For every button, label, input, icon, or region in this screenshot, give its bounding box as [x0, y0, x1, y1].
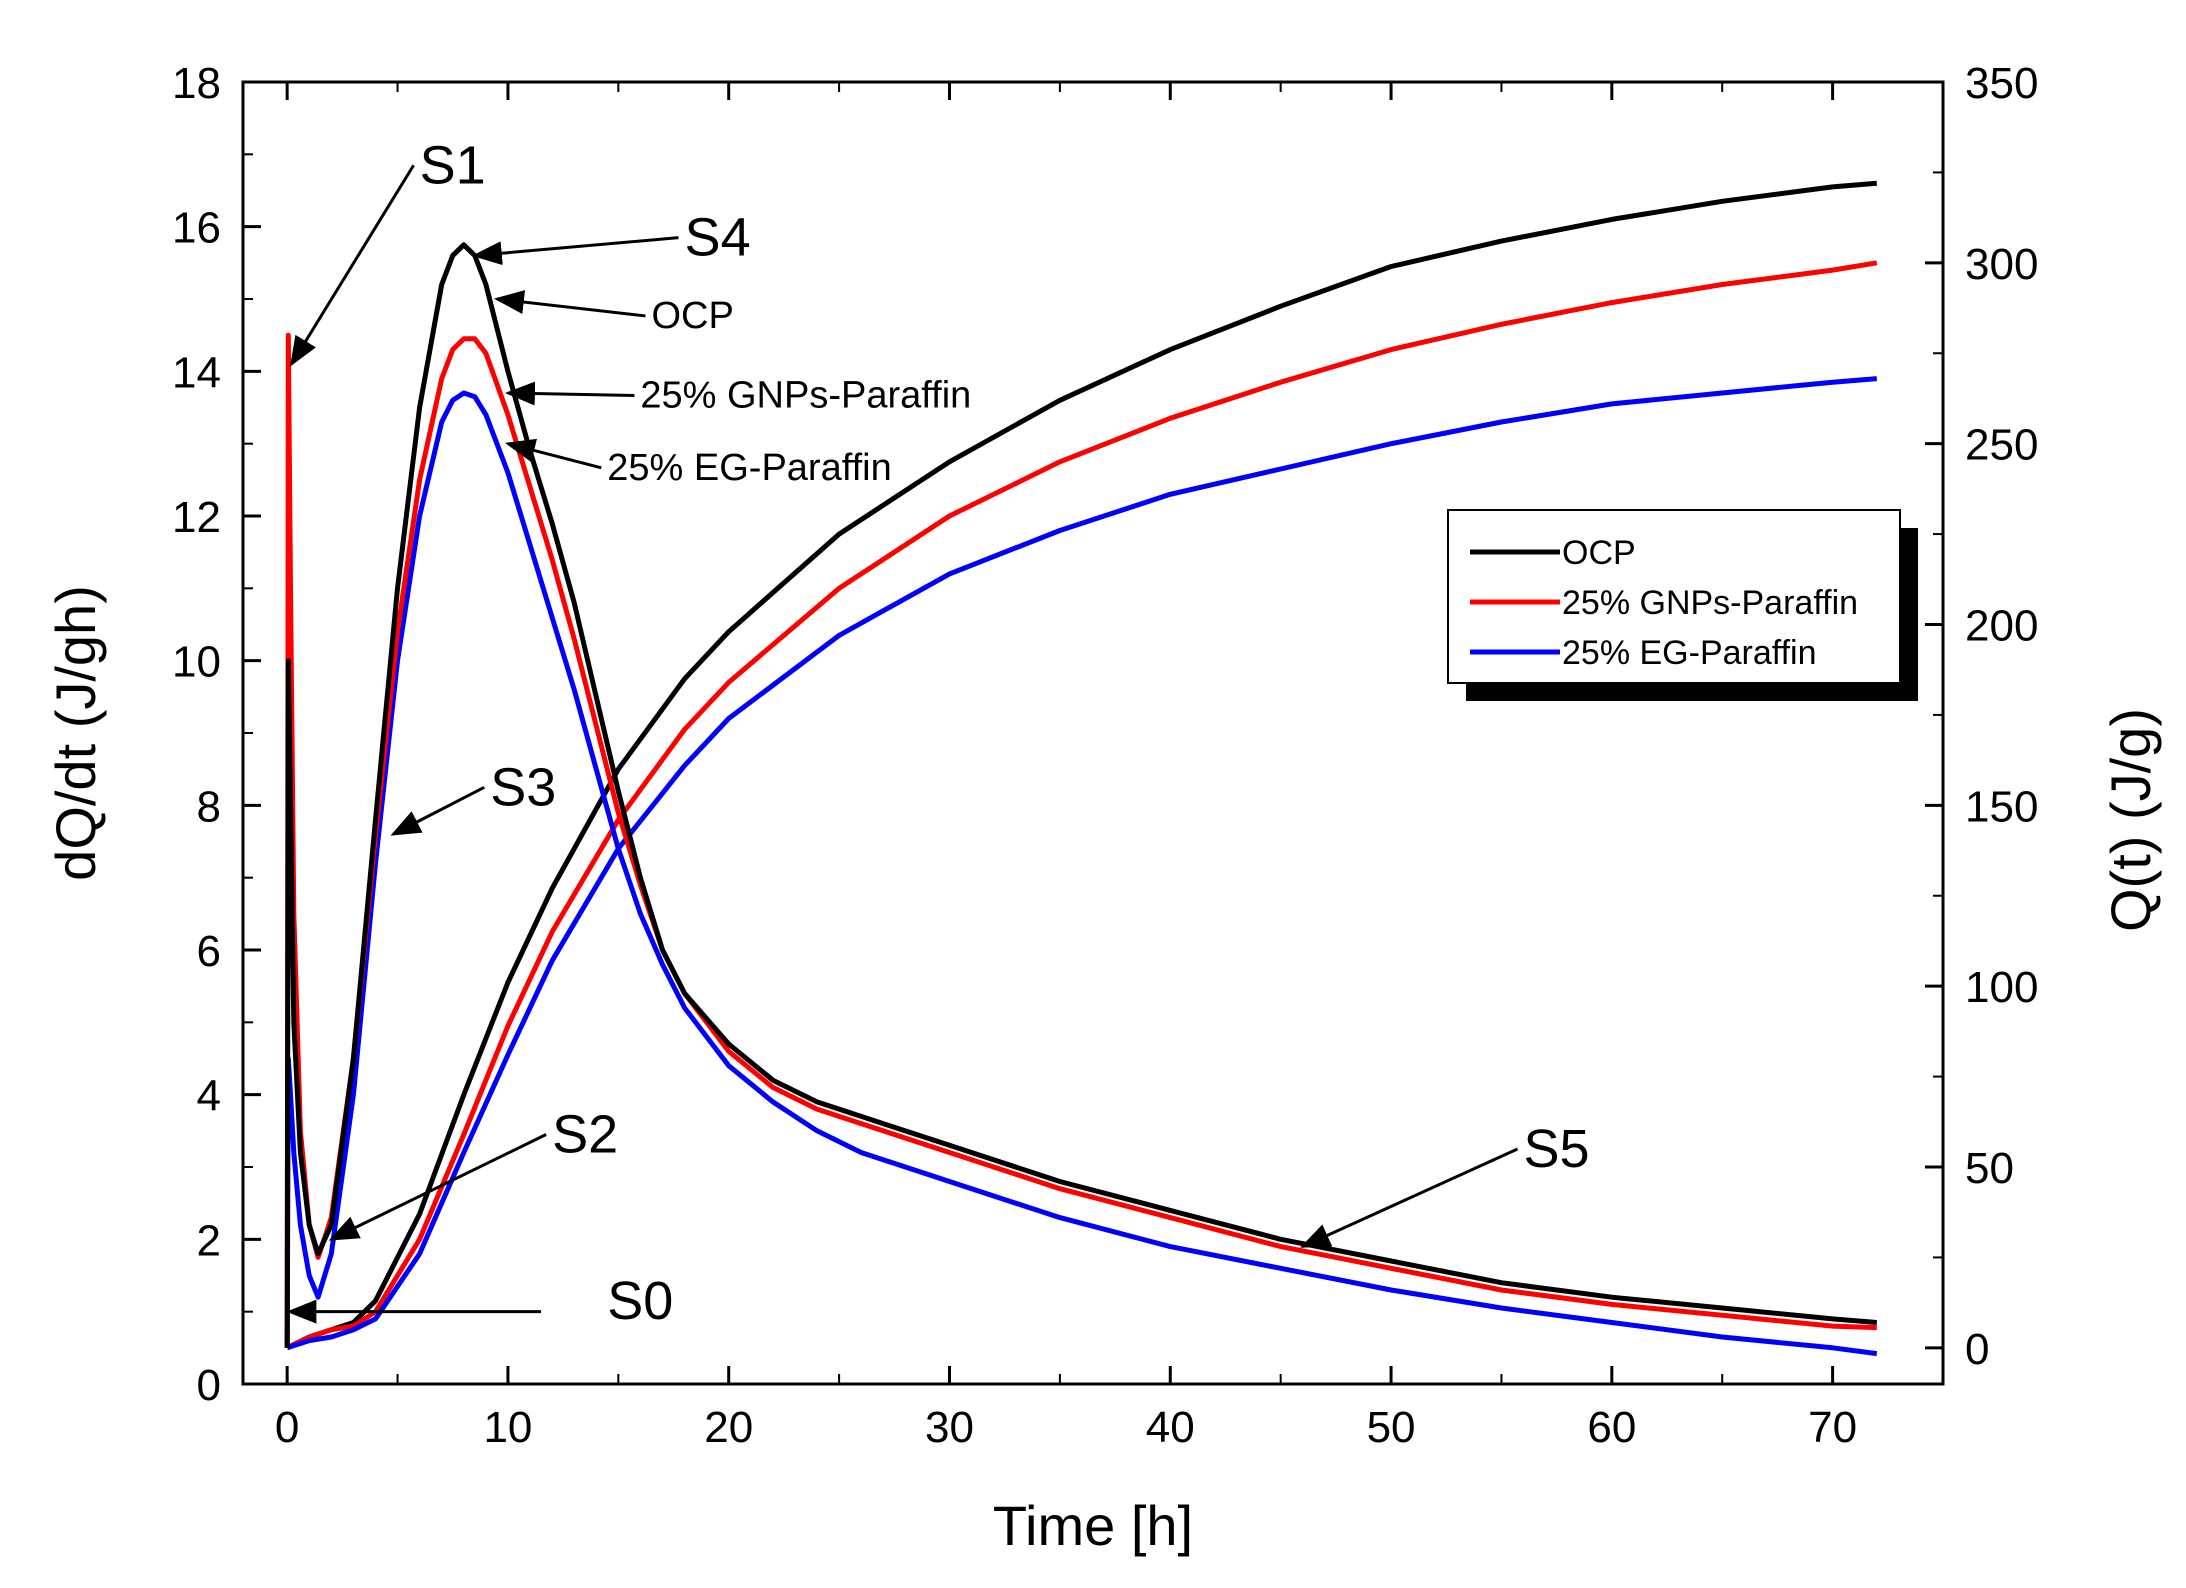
annotation-label: S5: [1524, 1119, 1590, 1179]
legend-label-eg: 25% EG-Paraffin: [1562, 634, 1817, 672]
x-axis-title: Time [h]: [993, 1494, 1193, 1557]
annotation-label: 25% EG-Paraffin: [607, 447, 891, 489]
annotation-arrow: [471, 236, 679, 266]
annotation-label: 25% GNPs-Paraffin: [640, 375, 971, 417]
series-layer: [284, 180, 1878, 1357]
annotation-arrow: [505, 438, 602, 470]
y-right-tick-label: 250: [1965, 421, 2038, 470]
y-left-tick-label: 2: [197, 1216, 221, 1265]
annotation-label: S4: [685, 208, 751, 268]
y-right-tick-label: 0: [1965, 1325, 1989, 1374]
y-right-tick-label: 350: [1965, 59, 2038, 108]
y-right-tick-label: 300: [1965, 240, 2038, 289]
x-tick-label: 70: [1808, 1403, 1857, 1452]
series-rate-25-gnps-paraffin: [284, 332, 1877, 1348]
annotation-arrow: [1300, 1147, 1519, 1248]
x-tick-label: 0: [275, 1403, 299, 1452]
y-left-axis-title: dQ/dt (J/gh): [44, 585, 107, 881]
annotation-label: S2: [552, 1105, 618, 1165]
axis-ticks: [243, 80, 1943, 1386]
series-cumulative-ocp: [286, 180, 1878, 1351]
y-left-tick-label: 14: [172, 348, 221, 397]
annotation-label: S1: [420, 135, 486, 195]
x-tick-label: 20: [704, 1403, 753, 1452]
legend: OCP 25% GNPs-Paraffin 25% EG-Paraffin: [1447, 509, 1918, 701]
series-cumulative-25-gnps-paraffin: [286, 260, 1878, 1351]
annotation-label: OCP: [651, 295, 733, 337]
y-left-tick-label: 0: [197, 1361, 221, 1410]
y-left-tick-label: 18: [172, 59, 221, 108]
y-left-tick-label: 4: [197, 1072, 221, 1121]
annotation-arrow: [493, 290, 646, 318]
legend-label-ocp: OCP: [1562, 534, 1636, 572]
y-left-tick-label: 6: [197, 927, 221, 976]
y-left-tick-label: 16: [172, 204, 221, 253]
y-left-tick-label: 10: [172, 638, 221, 687]
annotation-arrow: [504, 381, 635, 406]
y-right-axis-title: Q(t) (J/g): [2099, 708, 2162, 932]
series-cumulative-25-eg-paraffin: [286, 376, 1878, 1351]
annotation-arrow: [290, 164, 415, 367]
series-rate-25-eg-paraffin: [284, 390, 1878, 1357]
x-tick-label: 10: [483, 1403, 532, 1452]
y-left-tick-label: 8: [197, 782, 221, 831]
annotation-label: S0: [607, 1271, 673, 1331]
y-right-tick-label: 100: [1965, 963, 2038, 1012]
x-tick-label: 60: [1587, 1403, 1636, 1452]
annotation-label: S3: [490, 757, 556, 817]
y-left-tick-label: 12: [172, 493, 221, 542]
legend-label-gnps: 25% GNPs-Paraffin: [1562, 584, 1858, 622]
y-right-tick-label: 200: [1965, 602, 2038, 651]
x-tick-label: 50: [1367, 1403, 1416, 1452]
series-rate-ocp: [284, 242, 1878, 1348]
axis-tick-labels: 0 10 20 30 40 50 60 70 0 2 4 6 8 10 12 14 16 18 0 50 100 150 2…: [172, 59, 2038, 1452]
x-tick-label: 40: [1146, 1403, 1195, 1452]
x-tick-label: 30: [925, 1403, 974, 1452]
annotation-arrow: [390, 785, 485, 836]
y-right-tick-label: 50: [1965, 1144, 2014, 1193]
annotations: S1 S4 OCP 25% GNPs-Paraffin 25% EG-Paraffin S…: [286, 135, 1590, 1331]
y-right-tick-label: 150: [1965, 782, 2038, 831]
annotation-arrow: [328, 1133, 547, 1241]
